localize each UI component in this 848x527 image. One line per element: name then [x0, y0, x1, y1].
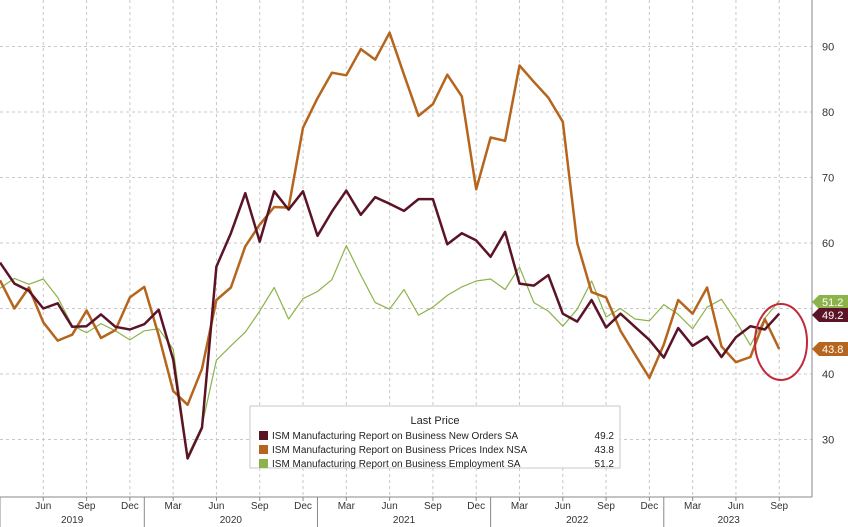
legend-value: 43.8	[595, 445, 615, 456]
x-tick-label: Jun	[728, 501, 744, 512]
x-tick-label: Sep	[770, 501, 788, 512]
series-line	[0, 245, 780, 457]
y-tick-label: 30	[822, 435, 834, 447]
y-tick-label: 60	[822, 238, 834, 250]
y-tick-label: 80	[822, 107, 834, 119]
last-value-tag	[812, 295, 848, 309]
last-value-tag	[812, 342, 848, 356]
year-label: 2020	[220, 515, 243, 526]
year-label: 2023	[718, 515, 741, 526]
year-label: 2021	[393, 515, 416, 526]
x-tick-label: Sep	[251, 501, 269, 512]
x-tick-label: Dec	[467, 501, 485, 512]
x-tick-label: Jun	[35, 501, 51, 512]
x-tick-label: Mar	[165, 501, 183, 512]
x-tick-label: Sep	[424, 501, 442, 512]
x-tick-label: Jun	[382, 501, 398, 512]
legend-title: Last Price	[411, 415, 460, 427]
legend-label: ISM Manufacturing Report on Business Pri…	[272, 445, 527, 456]
annotation-layer	[754, 303, 808, 381]
y-tick-label: 90	[822, 42, 834, 54]
year-label: 2022	[566, 515, 589, 526]
x-tick-label: Dec	[121, 501, 139, 512]
legend-box	[249, 405, 621, 469]
y-axis: 30405060708090	[811, 0, 834, 497]
legend-label: ISM Manufacturing Report on Business New…	[272, 431, 519, 442]
last-value-tags: 51.249.2 43.8	[812, 295, 848, 356]
x-tick-label: Sep	[78, 501, 96, 512]
x-tick-label: Mar	[684, 501, 702, 512]
series-line	[0, 31, 781, 407]
legend: Last Price ISM Manufacturing Report on B…	[249, 405, 621, 470]
series-lines	[0, 31, 781, 460]
x-tick-label: Mar	[338, 501, 356, 512]
legend-swatch	[259, 459, 268, 468]
legend-value: 51.2	[595, 459, 615, 470]
y-tick-label: 70	[822, 173, 834, 185]
last-value-tag	[812, 308, 848, 322]
legend-value: 49.2	[595, 431, 615, 442]
y-tick-label: 40	[822, 369, 834, 381]
last-value-tag-text: 43.8	[822, 344, 843, 356]
series-line	[0, 189, 781, 460]
x-tick-label: Dec	[294, 501, 312, 512]
last-value-tag-text: 51.2	[822, 297, 843, 309]
last-value-tag-text: 49.2	[822, 310, 843, 322]
x-tick-label: Dec	[640, 501, 658, 512]
x-tick-label: Jun	[555, 501, 571, 512]
x-tick-label: Jun	[208, 501, 224, 512]
legend-swatch	[259, 431, 268, 440]
x-axis: Jun Sep Dec Mar Jun Sep Dec Mar Jun Sep Dec Mar Jun S…	[0, 496, 812, 527]
highlight-circle	[754, 303, 808, 381]
legend-label: ISM Manufacturing Report on Business Emp…	[272, 459, 521, 470]
x-tick-label: Mar	[511, 501, 529, 512]
year-label: 2019	[61, 515, 84, 526]
legend-swatch	[259, 445, 268, 454]
x-tick-label: Sep	[597, 501, 615, 512]
